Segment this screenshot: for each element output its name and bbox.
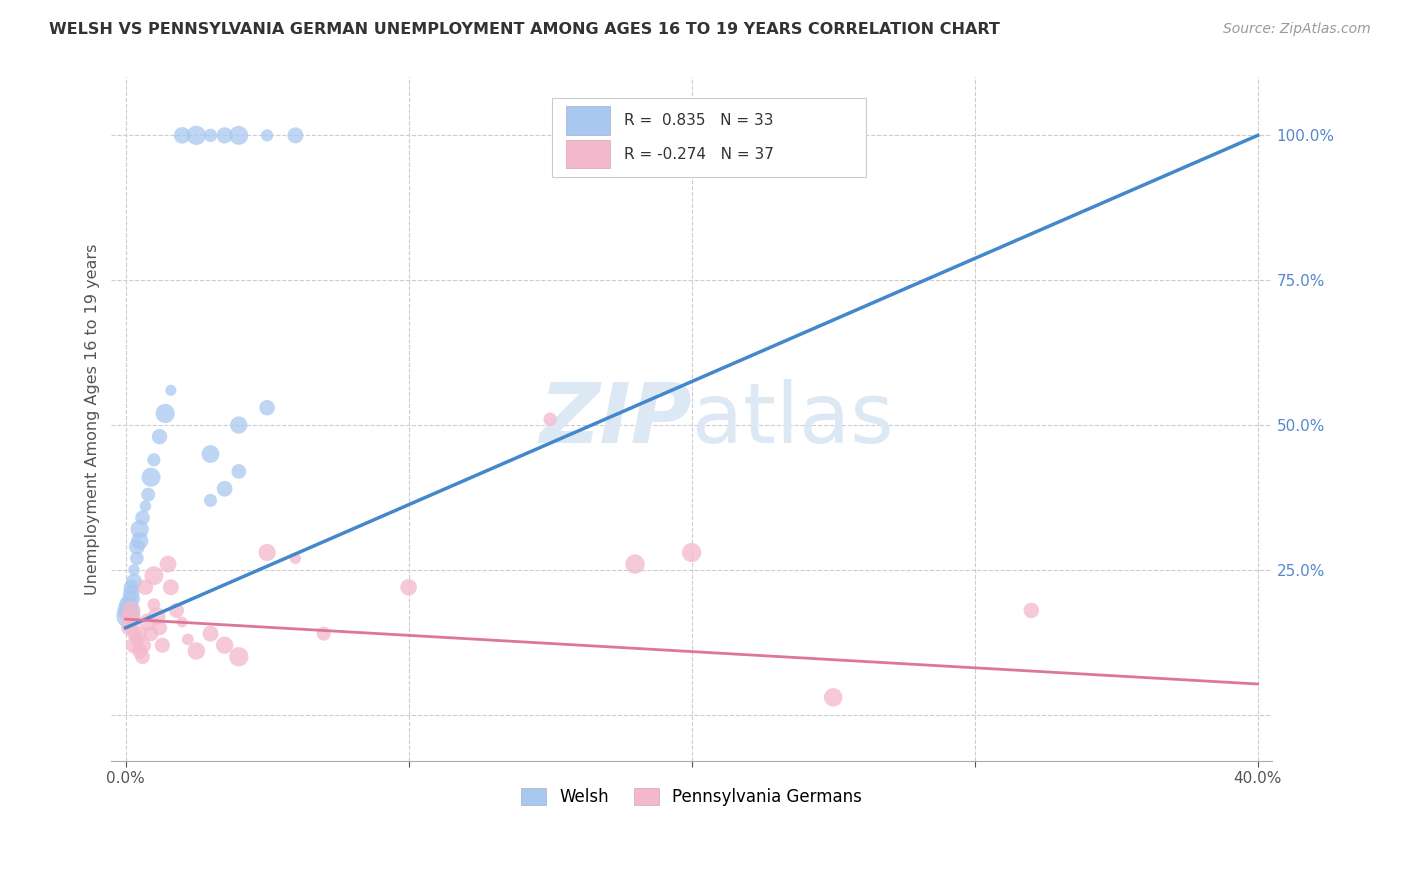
- Point: [200, 626, 222, 640]
- Point: [284, 551, 307, 566]
- Point: [160, 580, 183, 594]
- Point: [136, 615, 159, 629]
- Point: [117, 603, 139, 617]
- Point: [128, 522, 150, 536]
- Point: [145, 609, 167, 624]
- Point: [398, 580, 420, 594]
- Text: atlas: atlas: [692, 379, 893, 459]
- FancyBboxPatch shape: [567, 140, 610, 169]
- Point: [120, 603, 142, 617]
- Point: [120, 591, 142, 606]
- Point: [228, 418, 250, 433]
- Point: [200, 493, 222, 508]
- Point: [122, 574, 145, 589]
- Point: [228, 128, 250, 143]
- Text: R =  0.835   N = 33: R = 0.835 N = 33: [624, 113, 773, 128]
- Point: [148, 430, 170, 444]
- Point: [186, 644, 208, 658]
- Point: [125, 551, 148, 566]
- Point: [228, 649, 250, 664]
- Point: [214, 638, 236, 652]
- Point: [160, 384, 183, 398]
- Point: [148, 621, 170, 635]
- Point: [150, 638, 173, 652]
- Y-axis label: Unemployment Among Ages 16 to 19 years: Unemployment Among Ages 16 to 19 years: [86, 244, 100, 595]
- FancyBboxPatch shape: [553, 98, 866, 177]
- Point: [172, 128, 194, 143]
- Point: [256, 401, 278, 415]
- Legend: Welsh, Pennsylvania Germans: Welsh, Pennsylvania Germans: [513, 780, 870, 814]
- Point: [177, 632, 200, 647]
- Point: [131, 510, 153, 524]
- Point: [117, 609, 139, 624]
- Point: [1021, 603, 1043, 617]
- FancyBboxPatch shape: [567, 106, 610, 135]
- Point: [120, 586, 142, 600]
- Point: [214, 128, 236, 143]
- Point: [312, 626, 335, 640]
- Point: [157, 557, 180, 571]
- Point: [125, 540, 148, 554]
- Point: [117, 609, 139, 624]
- Point: [142, 598, 165, 612]
- Point: [128, 644, 150, 658]
- Point: [228, 464, 250, 478]
- Point: [186, 128, 208, 143]
- Point: [136, 487, 159, 501]
- Point: [256, 545, 278, 559]
- Point: [122, 638, 145, 652]
- Point: [117, 598, 139, 612]
- Point: [122, 626, 145, 640]
- Point: [131, 638, 153, 652]
- Point: [128, 626, 150, 640]
- Point: [200, 447, 222, 461]
- Point: [139, 626, 162, 640]
- Point: [122, 563, 145, 577]
- Point: [200, 128, 222, 143]
- Point: [256, 128, 278, 143]
- Point: [172, 615, 194, 629]
- Text: ZIP: ZIP: [538, 379, 692, 459]
- Text: R = -0.274   N = 37: R = -0.274 N = 37: [624, 146, 775, 161]
- Point: [117, 621, 139, 635]
- Point: [128, 533, 150, 548]
- Point: [142, 568, 165, 582]
- Point: [624, 557, 647, 571]
- Point: [142, 452, 165, 467]
- Point: [120, 580, 142, 594]
- Point: [284, 128, 307, 143]
- Point: [214, 482, 236, 496]
- Text: Source: ZipAtlas.com: Source: ZipAtlas.com: [1223, 22, 1371, 37]
- Point: [134, 499, 156, 513]
- Point: [125, 632, 148, 647]
- Point: [120, 615, 142, 629]
- Point: [153, 407, 176, 421]
- Point: [139, 470, 162, 484]
- Point: [166, 603, 188, 617]
- Point: [134, 580, 156, 594]
- Point: [131, 649, 153, 664]
- Point: [538, 412, 561, 426]
- Point: [681, 545, 703, 559]
- Text: WELSH VS PENNSYLVANIA GERMAN UNEMPLOYMENT AMONG AGES 16 TO 19 YEARS CORRELATION : WELSH VS PENNSYLVANIA GERMAN UNEMPLOYMEN…: [49, 22, 1000, 37]
- Point: [823, 690, 845, 705]
